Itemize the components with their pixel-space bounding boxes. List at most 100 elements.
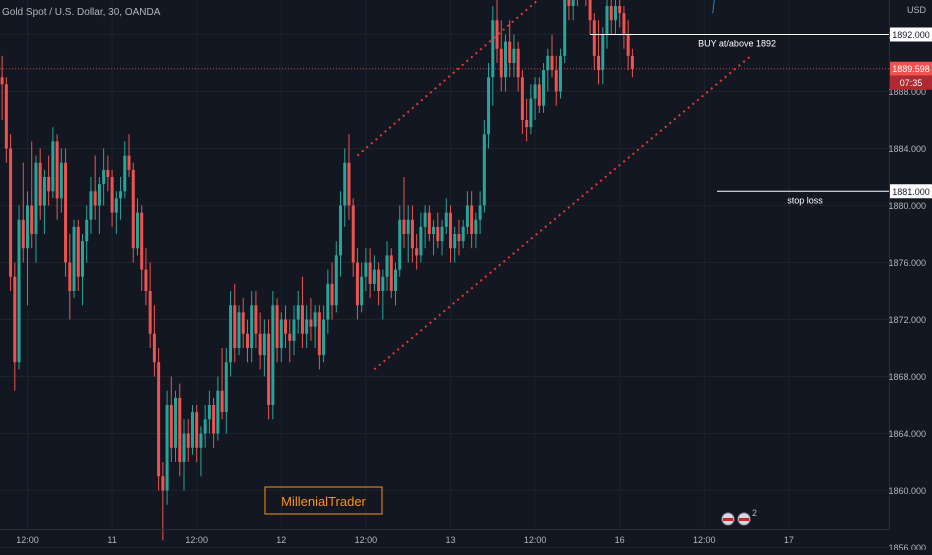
- candle-body[interactable]: [326, 283, 330, 320]
- candle-body[interactable]: [148, 291, 152, 334]
- candle-body[interactable]: [609, 6, 613, 21]
- candle-body[interactable]: [613, 6, 617, 21]
- candle-body[interactable]: [360, 276, 364, 306]
- time-axis[interactable]: 12:00 11 12:00 12 12:00 13 12:00 16 12:00 17: [16, 535, 794, 545]
- candle-body[interactable]: [157, 362, 161, 477]
- candle-body[interactable]: [140, 212, 144, 270]
- candle-body[interactable]: [195, 412, 199, 448]
- candle-body[interactable]: [80, 241, 84, 277]
- candle-body[interactable]: [482, 134, 486, 206]
- candles[interactable]: [0, 0, 634, 541]
- candle-body[interactable]: [178, 397, 182, 462]
- candle-body[interactable]: [330, 283, 334, 306]
- candle-body[interactable]: [220, 390, 224, 413]
- candle-body[interactable]: [453, 234, 457, 249]
- candle-body[interactable]: [309, 319, 313, 327]
- candle-body[interactable]: [491, 20, 495, 78]
- candle-body[interactable]: [9, 148, 13, 277]
- candle-body[interactable]: [97, 184, 101, 206]
- candle-body[interactable]: [470, 205, 474, 235]
- candle-body[interactable]: [368, 262, 372, 284]
- candle-body[interactable]: [85, 219, 89, 242]
- candle-body[interactable]: [448, 212, 452, 249]
- candle-body[interactable]: [410, 219, 414, 249]
- candle-body[interactable]: [267, 333, 271, 405]
- candle-body[interactable]: [495, 20, 499, 49]
- candle-body[interactable]: [207, 405, 211, 420]
- candle-body[interactable]: [622, 13, 626, 35]
- candle-body[interactable]: [406, 219, 410, 234]
- candle-body[interactable]: [76, 226, 80, 277]
- candle-body[interactable]: [377, 269, 381, 291]
- candle-body[interactable]: [271, 305, 275, 405]
- candle-body[interactable]: [554, 70, 558, 92]
- candle-body[interactable]: [25, 205, 29, 249]
- candle-body[interactable]: [229, 305, 233, 363]
- candle-body[interactable]: [355, 262, 359, 306]
- candle-body[interactable]: [525, 120, 529, 128]
- candle-body[interactable]: [465, 205, 469, 227]
- candle-body[interactable]: [279, 319, 283, 349]
- candle-body[interactable]: [537, 84, 541, 106]
- candle-body[interactable]: [372, 269, 376, 284]
- candle-body[interactable]: [64, 162, 68, 263]
- candle-body[interactable]: [34, 162, 38, 234]
- candle-body[interactable]: [402, 219, 406, 234]
- candle-body[interactable]: [529, 98, 533, 128]
- candle-body[interactable]: [630, 55, 634, 69]
- candle-body[interactable]: [364, 262, 368, 277]
- candle-body[interactable]: [487, 77, 491, 135]
- candle-body[interactable]: [186, 433, 190, 448]
- candle-body[interactable]: [199, 433, 203, 448]
- candle-body[interactable]: [334, 255, 338, 306]
- candle-body[interactable]: [262, 333, 266, 356]
- candle-body[interactable]: [42, 177, 46, 206]
- candle-body[interactable]: [17, 219, 21, 363]
- candle-body[interactable]: [119, 191, 123, 199]
- candle-body[interactable]: [415, 248, 419, 256]
- candle-body[interactable]: [237, 312, 241, 348]
- candle-body[interactable]: [241, 312, 245, 334]
- candle-body[interactable]: [389, 255, 393, 291]
- candle-body[interactable]: [152, 333, 156, 363]
- candle-body[interactable]: [296, 305, 300, 320]
- candle-body[interactable]: [182, 433, 186, 463]
- candle-body[interactable]: [21, 219, 25, 249]
- candle-body[interactable]: [59, 162, 63, 199]
- candle-body[interactable]: [385, 255, 389, 277]
- candle-body[interactable]: [275, 305, 279, 348]
- candle-body[interactable]: [444, 212, 448, 227]
- candle-body[interactable]: [499, 48, 503, 78]
- candle-body[interactable]: [233, 305, 237, 348]
- candle-body[interactable]: [601, 34, 605, 71]
- candle-body[interactable]: [546, 55, 550, 71]
- candle-body[interactable]: [288, 333, 292, 341]
- candle-body[interactable]: [131, 169, 135, 249]
- candle-body[interactable]: [351, 205, 355, 263]
- candle-body[interactable]: [508, 41, 512, 63]
- candle-body[interactable]: [300, 305, 304, 334]
- candle-body[interactable]: [558, 55, 562, 92]
- candle-body[interactable]: [423, 212, 427, 227]
- candle-body[interactable]: [38, 162, 42, 206]
- candle-body[interactable]: [605, 6, 609, 35]
- candle-body[interactable]: [474, 219, 478, 234]
- candle-body[interactable]: [618, 6, 622, 14]
- candle-body[interactable]: [51, 141, 55, 192]
- candle-body[interactable]: [165, 405, 169, 491]
- candle-body[interactable]: [93, 191, 97, 206]
- candle-body[interactable]: [161, 476, 165, 491]
- candle-body[interactable]: [592, 20, 596, 56]
- candle-body[interactable]: [432, 226, 436, 234]
- candle-body[interactable]: [114, 198, 118, 213]
- candle-body[interactable]: [127, 155, 131, 170]
- candle-body[interactable]: [427, 212, 431, 234]
- candle-body[interactable]: [626, 34, 630, 56]
- candle-body[interactable]: [542, 70, 546, 106]
- candle-body[interactable]: [30, 205, 34, 235]
- candle-body[interactable]: [258, 333, 262, 356]
- candle-body[interactable]: [339, 205, 343, 256]
- candle-body[interactable]: [292, 319, 296, 341]
- candle-body[interactable]: [597, 55, 601, 71]
- candle-body[interactable]: [123, 155, 127, 192]
